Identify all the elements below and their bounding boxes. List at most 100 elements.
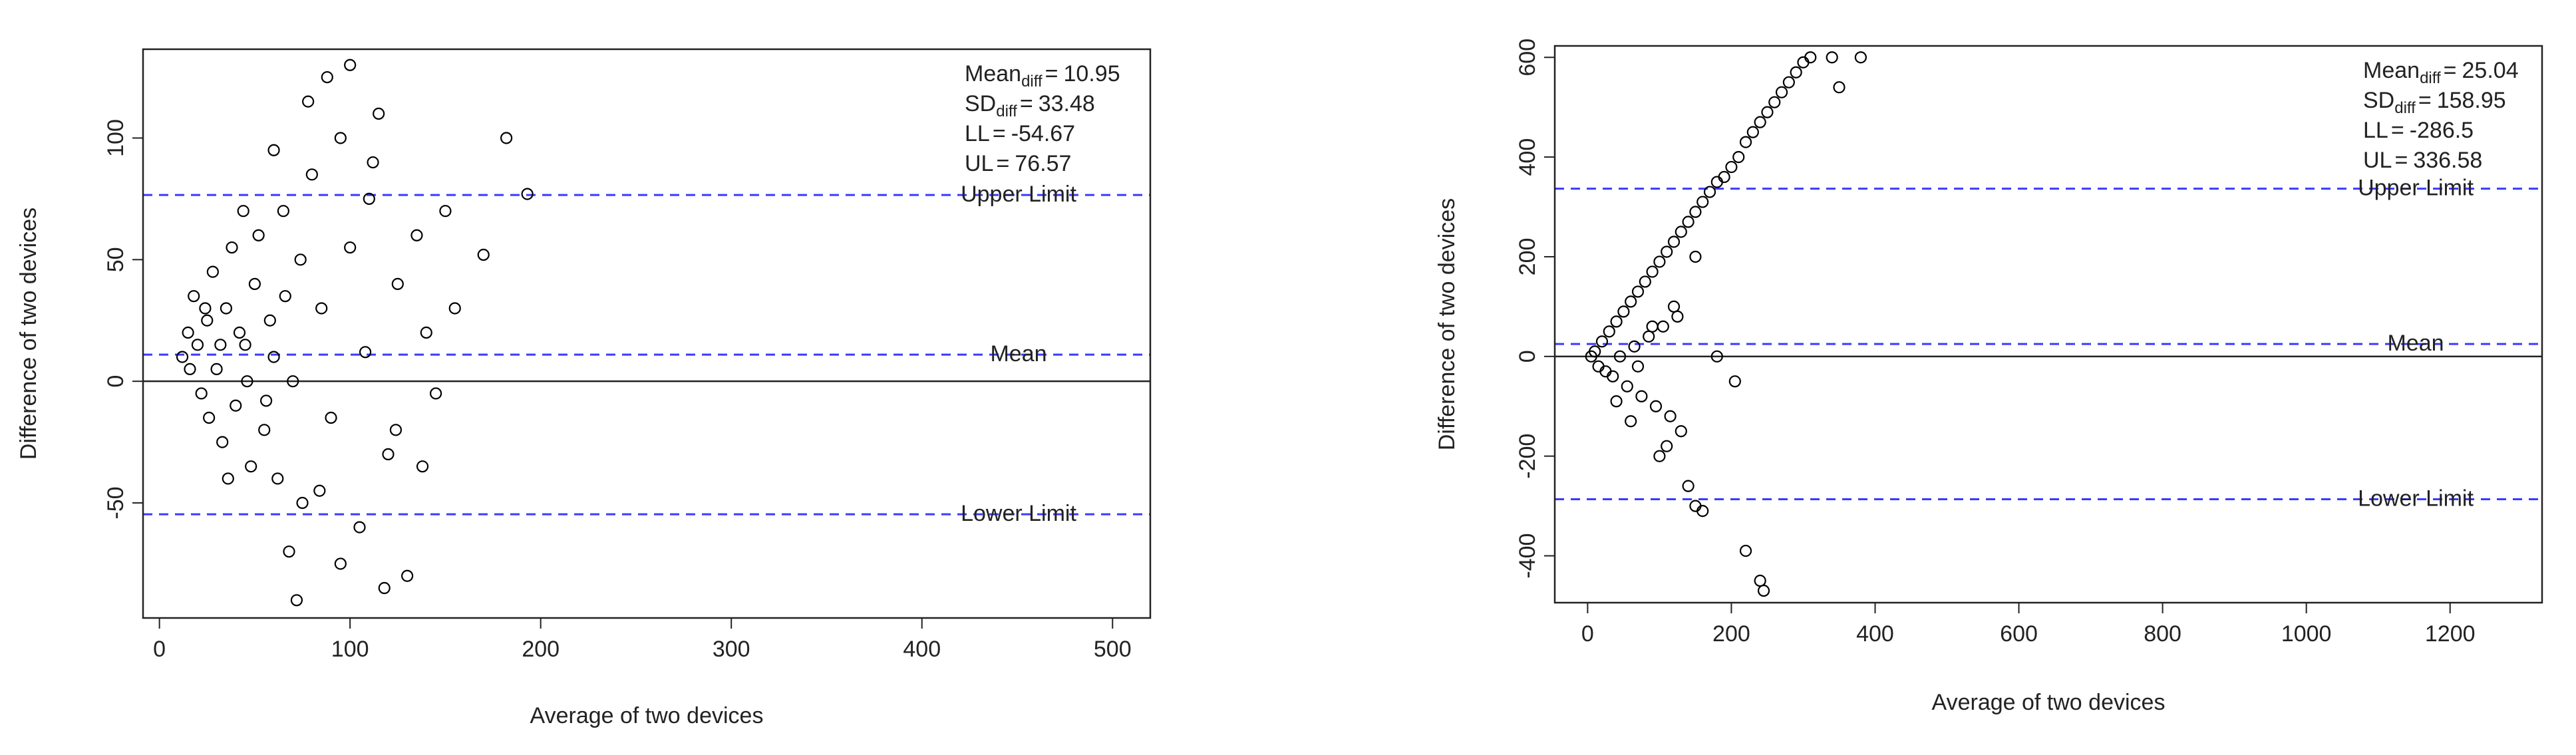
point: [1635, 390, 1648, 402]
stat-label: UL: [965, 151, 993, 176]
point: [188, 290, 200, 303]
point: [296, 496, 309, 510]
plot-frame: [142, 48, 1152, 619]
point: [271, 472, 284, 485]
stat-line: Meandiff = 10.95: [965, 61, 1120, 90]
point: [290, 594, 303, 607]
reference-label: Mean: [990, 341, 1046, 367]
stat-label: LL: [2363, 118, 2388, 143]
y-tick-label: 50: [103, 247, 128, 272]
point: [248, 277, 261, 290]
chart: 0 100 200 300 400 500 -50 0 50 100 Average of two …: [16, 48, 1152, 728]
x-tick-label: 200: [1712, 621, 1750, 647]
point: [344, 241, 357, 254]
point: [334, 132, 347, 144]
stat-line: SDdiff = 33.48: [965, 91, 1095, 120]
stat-subscript: diff: [1021, 73, 1043, 90]
x-tick-label: 300: [713, 637, 750, 662]
point: [259, 394, 273, 407]
point: [1739, 544, 1752, 557]
point: [201, 314, 214, 327]
stat-label: LL: [965, 121, 990, 146]
stat-label: SD: [2363, 88, 2394, 113]
point: [410, 229, 423, 241]
point: [302, 95, 315, 108]
y-tick-label: -200: [1515, 434, 1540, 479]
point: [267, 144, 280, 156]
point: [203, 411, 216, 424]
y-tick-label: 100: [103, 119, 128, 157]
y-tick-label: 600: [1515, 39, 1540, 76]
x-tick-label: 500: [1094, 637, 1132, 662]
point: [1646, 320, 1659, 333]
stat-line: LL = -54.67: [965, 121, 1075, 146]
point: [1617, 305, 1630, 318]
point: [191, 339, 204, 351]
point: [391, 277, 404, 290]
point: [1595, 335, 1609, 348]
point: [1631, 360, 1645, 373]
point: [1675, 425, 1687, 438]
point: [389, 424, 402, 436]
stat-line: SDdiff = 158.95: [2363, 88, 2506, 117]
stat-sign: =: [2444, 58, 2457, 83]
point: [1675, 226, 1687, 238]
stat-sign: =: [2394, 148, 2408, 173]
point: [263, 314, 276, 327]
point: [1790, 66, 1802, 78]
point: [1599, 365, 1612, 378]
stat-line: UL = 76.57: [965, 151, 1071, 176]
y-tick-label: 400: [1515, 138, 1540, 176]
x-tick-label: 200: [522, 637, 560, 662]
stat-value: 336.58: [2413, 148, 2482, 173]
point: [1621, 380, 1633, 392]
point: [1761, 106, 1774, 118]
point: [305, 168, 318, 181]
point: [1667, 300, 1681, 313]
point: [1682, 216, 1694, 228]
stat-line: Meandiff = 25.04: [2363, 58, 2519, 87]
point: [214, 339, 227, 351]
stat-sign: =: [1045, 61, 1058, 86]
point: [1833, 81, 1846, 94]
stat-value: 158.95: [2437, 88, 2506, 113]
reference-label: Upper Limit: [961, 182, 1076, 207]
y-tick-label: -400: [1515, 533, 1540, 579]
point: [287, 375, 299, 388]
reference-label: Upper Limit: [2358, 176, 2474, 201]
point: [344, 59, 357, 71]
stat-label: SD: [965, 91, 996, 116]
stat-subscript: diff: [2394, 99, 2416, 117]
point: [1603, 325, 1615, 338]
point: [1653, 255, 1666, 268]
point: [416, 460, 429, 473]
point: [1646, 265, 1659, 278]
point: [334, 557, 347, 570]
point: [210, 363, 223, 375]
point: [1696, 505, 1709, 518]
point: [1797, 56, 1810, 69]
point: [521, 188, 534, 200]
point: [420, 326, 432, 339]
point: [277, 205, 289, 218]
point: [367, 156, 379, 169]
point: [1703, 186, 1716, 198]
stat-sign: =: [1020, 91, 1033, 116]
point: [382, 448, 395, 460]
point: [1854, 51, 1867, 64]
stat-sign: =: [2391, 118, 2404, 143]
point: [1610, 395, 1623, 408]
point: [1782, 76, 1795, 88]
point: [239, 339, 251, 351]
point: [1607, 370, 1619, 382]
point: [1657, 320, 1669, 333]
x-tick-label: 1200: [2425, 621, 2476, 647]
point: [230, 399, 242, 412]
stat-subscript: diff: [996, 102, 1017, 120]
x-tick-label: 0: [153, 637, 166, 662]
point: [245, 460, 257, 473]
point: [220, 302, 233, 315]
point: [1649, 400, 1663, 412]
point: [237, 205, 249, 218]
point: [279, 290, 291, 303]
